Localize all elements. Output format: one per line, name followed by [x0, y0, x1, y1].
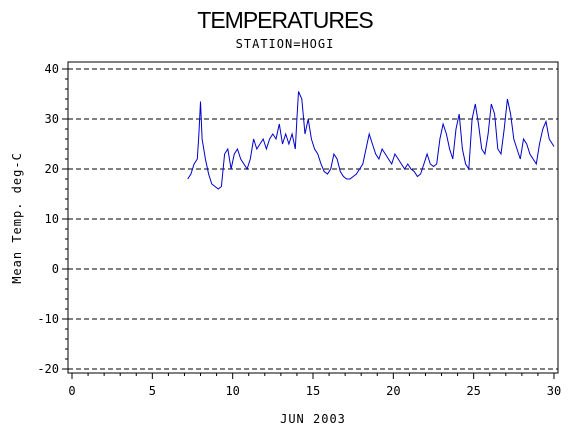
x-tick-label: 25	[466, 384, 480, 398]
plot-frame	[67, 61, 559, 374]
y-axis: -20 -10 0 10 20 30 40	[37, 62, 68, 376]
x-tick-label: 20	[386, 384, 400, 398]
series-line	[187, 91, 555, 190]
y-tick-label: 0	[52, 262, 59, 276]
y-tick-label: -10	[37, 312, 59, 326]
x-axis-label: JUN 2003	[280, 412, 346, 426]
y-tick-label: 20	[45, 162, 59, 176]
x-tick-label: 0	[68, 384, 75, 398]
y-tick-label: 30	[45, 112, 59, 126]
x-axis: 0 5 10 15 20 25 30	[68, 373, 561, 398]
x-tick-label: 10	[225, 384, 239, 398]
y-axis-label: Mean Temp. deg-C	[10, 152, 24, 284]
x-tick-label: 5	[149, 384, 156, 398]
chart-subtitle: STATION=HOGI	[236, 37, 335, 51]
x-tick-label: 30	[547, 384, 561, 398]
y-tick-label: -20	[37, 362, 59, 376]
y-tick-label: 40	[45, 62, 59, 76]
y-tick-label: 10	[45, 212, 59, 226]
chart-title: TEMPERATURES	[197, 7, 373, 33]
x-tick-label: 15	[306, 384, 320, 398]
gridlines	[68, 68, 558, 370]
